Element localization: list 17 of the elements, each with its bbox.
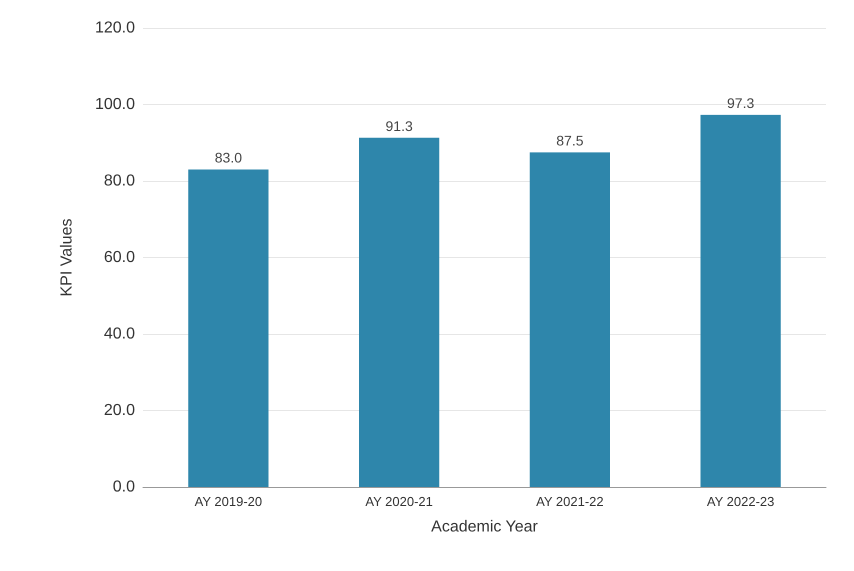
x-tick-label: AY 2022-23 [706,494,774,509]
y-axis-title: KPI Values [58,218,76,296]
y-tick-label: 60.0 [104,249,136,266]
data-label: 91.3 [386,118,413,134]
y-tick-label: 0.0 [112,478,136,496]
data-label: 83.0 [214,150,242,166]
x-tick-label: AY 2021-22 [536,494,604,509]
y-tick-label: 40.0 [104,326,136,342]
x-tick-label: AY 2020-21 [365,494,433,509]
y-tick-label: 80.0 [104,172,136,190]
y-tick-label: 100.0 [94,96,136,113]
y-tick-label: 120.0 [94,20,136,36]
y-tick-label: 20.0 [104,402,136,419]
data-label: 97.3 [727,94,754,111]
data-label: 87.5 [556,132,584,148]
x-tick-label: AY 2019-20 [194,494,262,509]
x-axis-title: Academic Year [431,518,539,536]
